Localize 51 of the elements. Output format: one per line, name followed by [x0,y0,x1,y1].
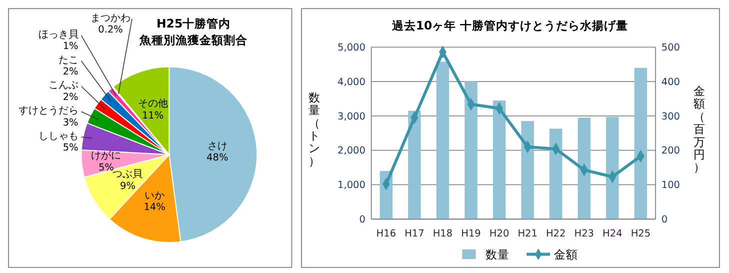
x-tick-label: H19 [461,228,481,240]
slice-label: ししゃも [38,130,78,142]
x-tick-label: H17 [404,228,424,240]
y-axis-title: 数量（トン） [308,90,321,168]
slice-label: その他 [138,98,168,110]
data-label: 3% [62,117,78,128]
y-tick-label: 1,000 [338,180,366,192]
legend-label: 数量 [486,247,510,262]
chart-title: H25十勝管内 [156,16,231,31]
slice-label: ほっき貝 [38,29,78,40]
x-tick-label: H18 [432,228,453,240]
data-label: 2% [62,92,78,103]
slice-label: けがに [91,150,122,162]
y2-tick-label: 500 [661,42,680,54]
y-tick-label: 2,000 [338,146,366,157]
x-tick-label: H23 [574,228,594,240]
y2-tick-label: 100 [661,180,680,192]
slice-label: たこ [58,54,78,66]
slice-label: つぶ貝 [112,169,143,180]
data-label: 48% [206,152,228,164]
x-tick-label: H21 [518,228,538,240]
data-label: 9% [120,180,136,192]
x-tick-label: H20 [489,228,510,240]
chart-title: 過去10ヶ年 十勝管内すけとうだら水揚げ量 [390,18,628,33]
y2-tick-label: 200 [661,146,680,157]
data-label: 1% [62,41,78,52]
slice-label: こんぶ [48,80,78,92]
data-label: 14% [144,202,166,213]
y-tick-label: 0 [359,214,366,226]
x-tick-label: H24 [602,228,622,240]
data-label: 2% [62,66,78,78]
x-tick-label: H25 [630,228,651,240]
x-tick-label: H16 [376,228,396,240]
slice-label: すけとうだら [18,106,78,117]
y2-tick-label: 0 [661,214,668,226]
slice-label: いか [144,190,165,202]
data-label: 0.2% [98,24,123,36]
text: 魚種別漁獲金額割合 [138,33,248,48]
slice-label: まつかわ [90,12,131,24]
data-label: 5% [62,142,78,154]
legend-label: 金額 [554,247,578,262]
data-label: 5% [98,162,114,174]
x-tick-label: H22 [546,228,566,240]
y2-tick-label: 400 [661,76,680,88]
y-tick-label: 3,000 [338,111,366,122]
slice-label: さけ [207,140,228,152]
y-tick-label: 4,000 [338,76,366,88]
y-tick-label: 5,000 [338,42,366,54]
y2-tick-label: 300 [661,111,680,122]
data-label: 11% [142,110,164,122]
y2-axis-title: 金額（百万円） [693,84,706,174]
